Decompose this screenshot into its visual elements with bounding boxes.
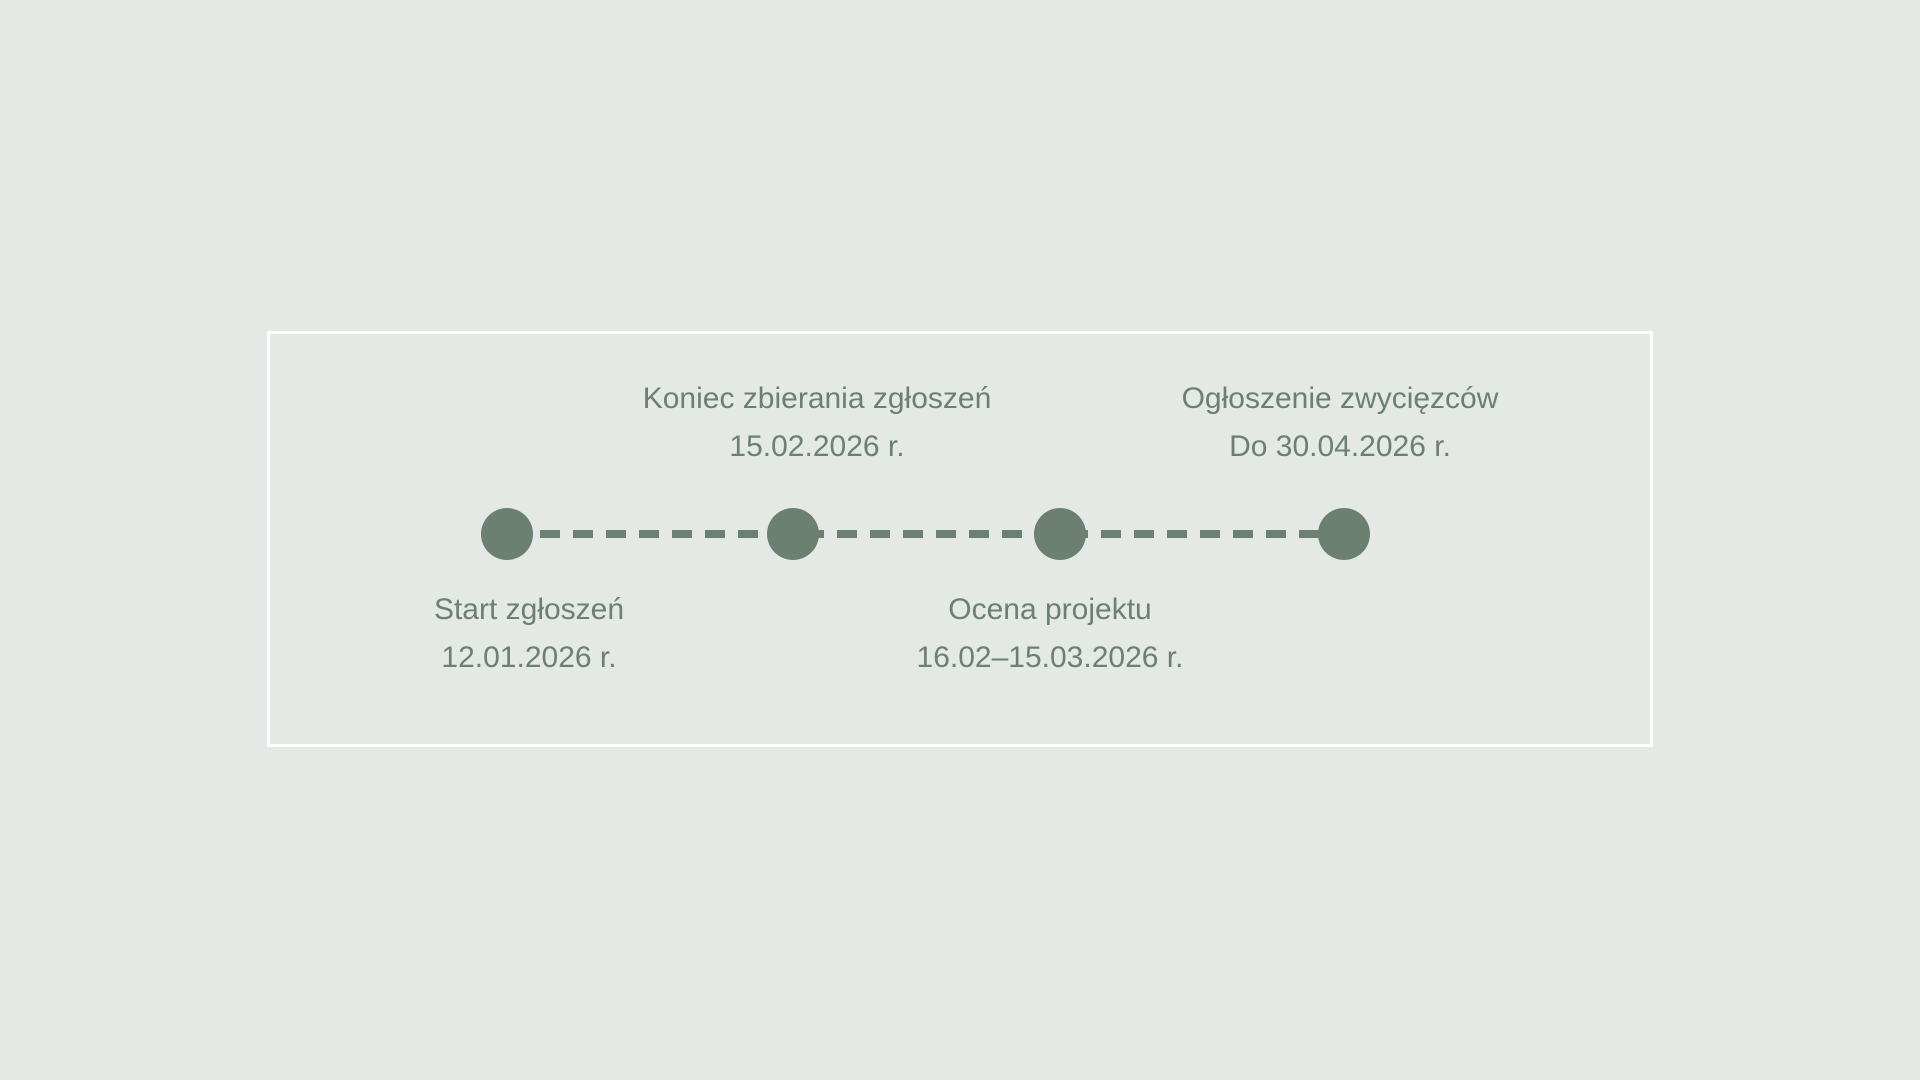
milestone-date: 15.02.2026 r.	[729, 430, 905, 463]
milestone-title: Ogłoszenie zwycięzców	[1181, 382, 1499, 415]
milestone-title: Koniec zbierania zgłoszeń	[642, 382, 992, 415]
milestone-dot-winners	[1318, 508, 1370, 560]
milestone-date: 12.01.2026 r.	[441, 641, 617, 674]
milestone-dot-deadline	[767, 508, 819, 560]
milestone-dot-start	[481, 508, 533, 560]
milestone-title: Start zgłoszeń	[433, 593, 625, 626]
milestone-label-evaluation: Ocena projektu 16.02–15.03.2026 r.	[917, 586, 1184, 682]
timeline-dashed-line	[507, 530, 1344, 538]
milestone-title: Ocena projektu	[948, 593, 1152, 626]
milestone-dot-evaluation	[1034, 508, 1086, 560]
milestone-date: Do 30.04.2026 r.	[1229, 430, 1451, 463]
milestone-date: 16.02–15.03.2026 r.	[916, 641, 1184, 674]
milestone-label-start: Start zgłoszeń 12.01.2026 r.	[434, 586, 624, 682]
timeline-frame	[267, 331, 1653, 747]
milestone-label-winners: Ogłoszenie zwycięzców Do 30.04.2026 r.	[1182, 375, 1499, 471]
milestone-label-deadline: Koniec zbierania zgłoszeń 15.02.2026 r.	[643, 375, 992, 471]
